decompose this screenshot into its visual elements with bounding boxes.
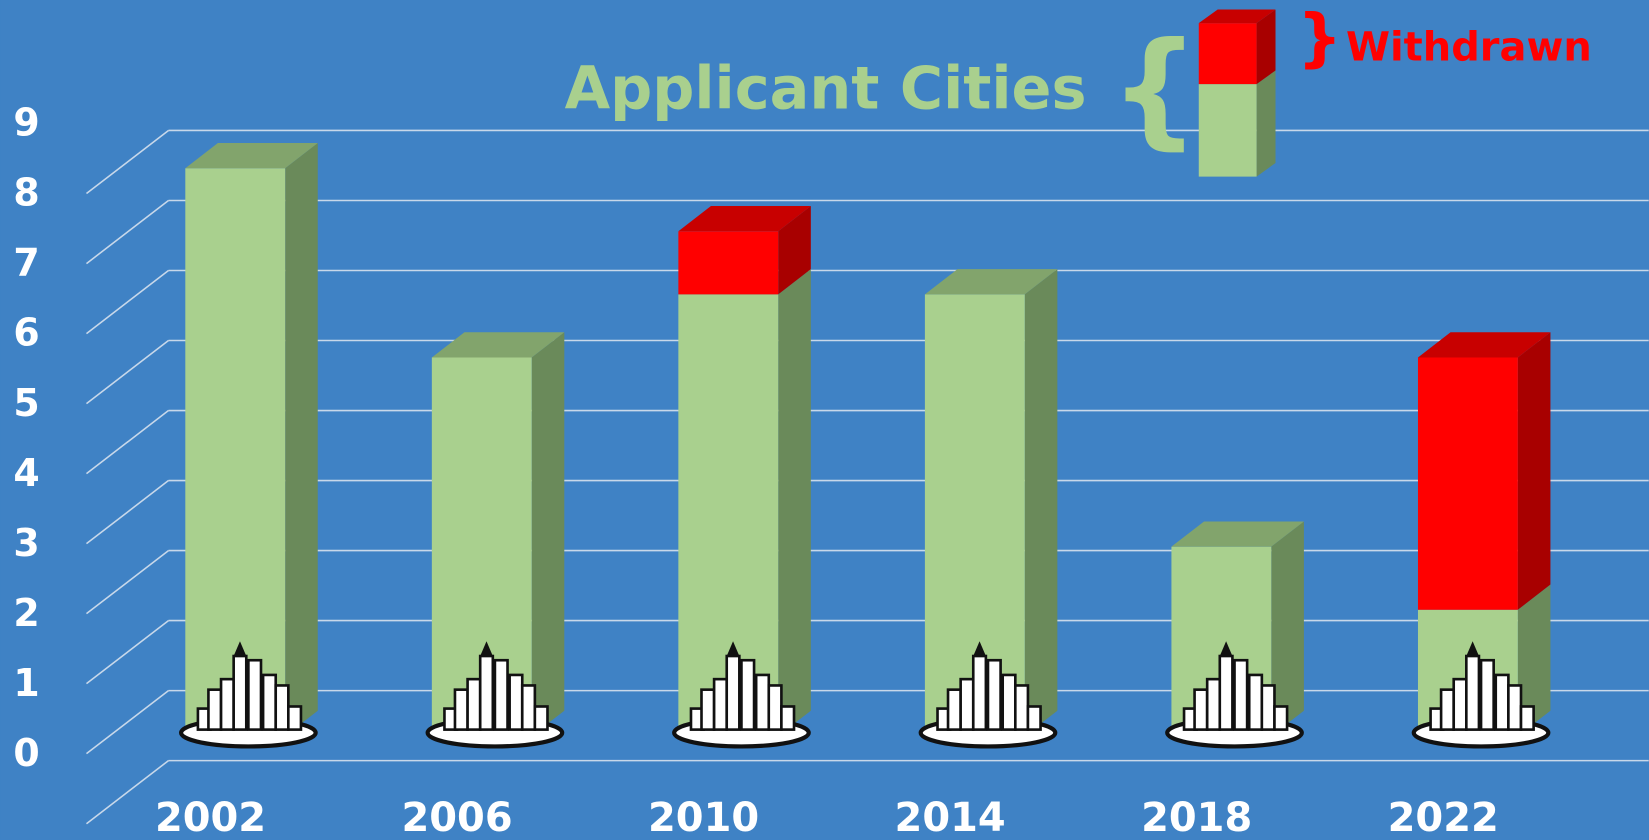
y-tick-label: 5: [13, 381, 39, 425]
bar: [678, 231, 778, 294]
city-building: [1028, 706, 1041, 729]
city-building: [973, 656, 986, 730]
bar-side: [1271, 521, 1304, 735]
legend-brace: }: [1297, 0, 1342, 74]
y-tick-label: 6: [13, 311, 39, 355]
city-building: [961, 679, 974, 729]
chart: 0 1 2 3 4 5 6 7 8 9 2002 2006 2010 2014 2018 2022 Appl…: [0, 0, 1649, 840]
city-building: [741, 660, 754, 729]
city-building: [1015, 685, 1028, 729]
city-building: [1481, 660, 1494, 729]
y-tick-label: 1: [13, 661, 39, 705]
city-building: [714, 679, 727, 729]
legend-label: Withdrawn: [1346, 24, 1592, 70]
bar-side: [1025, 269, 1058, 736]
bar-side: [285, 143, 318, 736]
bar-side: [1518, 332, 1551, 610]
city-building: [276, 685, 289, 729]
y-tick-label: 0: [13, 731, 39, 775]
city-building: [1262, 685, 1275, 729]
city-building: [263, 675, 276, 730]
city-building: [1274, 706, 1287, 729]
y-tick-label: 4: [13, 451, 39, 495]
city-building: [1220, 656, 1233, 730]
x-tick-label: 2002: [155, 795, 266, 840]
city-building: [1235, 660, 1248, 729]
city-building: [1521, 706, 1534, 729]
city-building: [769, 685, 782, 729]
city-building: [234, 656, 247, 730]
legend-label: Applicant Cities: [565, 54, 1087, 123]
city-building: [781, 706, 794, 729]
city-building: [1496, 675, 1509, 730]
city-building: [948, 690, 961, 730]
city-building: [208, 690, 221, 730]
city-building: [727, 656, 740, 730]
city-building: [468, 679, 481, 729]
city-building: [480, 656, 493, 730]
city-building: [248, 660, 261, 729]
x-tick-label: 2010: [648, 795, 759, 840]
city-building: [1441, 690, 1454, 730]
city-building: [455, 690, 468, 730]
x-tick-label: 2018: [1141, 795, 1252, 840]
city-building: [495, 660, 508, 729]
y-tick-label: 9: [13, 101, 39, 145]
legend-swatch: [1199, 84, 1257, 177]
city-building: [1249, 675, 1262, 730]
page: {"chart_data": {"type": "bar", "stacked"…: [0, 0, 1649, 840]
legend-brace: {: [1110, 14, 1200, 161]
city-building: [756, 675, 769, 730]
city-building: [1207, 679, 1220, 729]
city-building: [988, 660, 1001, 729]
x-tick-label: 2006: [401, 795, 512, 840]
y-tick-label: 3: [13, 521, 39, 565]
bar: [1418, 357, 1518, 609]
x-tick-label: 2014: [895, 795, 1006, 840]
legend-swatch: [1199, 23, 1257, 84]
city-building: [1466, 656, 1479, 730]
bar-side: [532, 332, 565, 736]
city-building: [1003, 675, 1016, 730]
x-tick-label: 2022: [1388, 795, 1499, 840]
city-building: [1195, 690, 1208, 730]
city-building: [1508, 685, 1521, 729]
bar: [185, 168, 285, 736]
city-building: [535, 706, 548, 729]
bar-side: [778, 269, 811, 736]
city-building: [522, 685, 535, 729]
legend-swatch-side: [1257, 70, 1276, 176]
city-building: [701, 690, 714, 730]
y-tick-label: 2: [13, 591, 39, 635]
city-building: [510, 675, 523, 730]
city-building: [221, 679, 234, 729]
y-tick-label: 7: [13, 241, 39, 285]
y-tick-label: 8: [13, 171, 39, 215]
city-building: [288, 706, 301, 729]
city-building: [1454, 679, 1467, 729]
